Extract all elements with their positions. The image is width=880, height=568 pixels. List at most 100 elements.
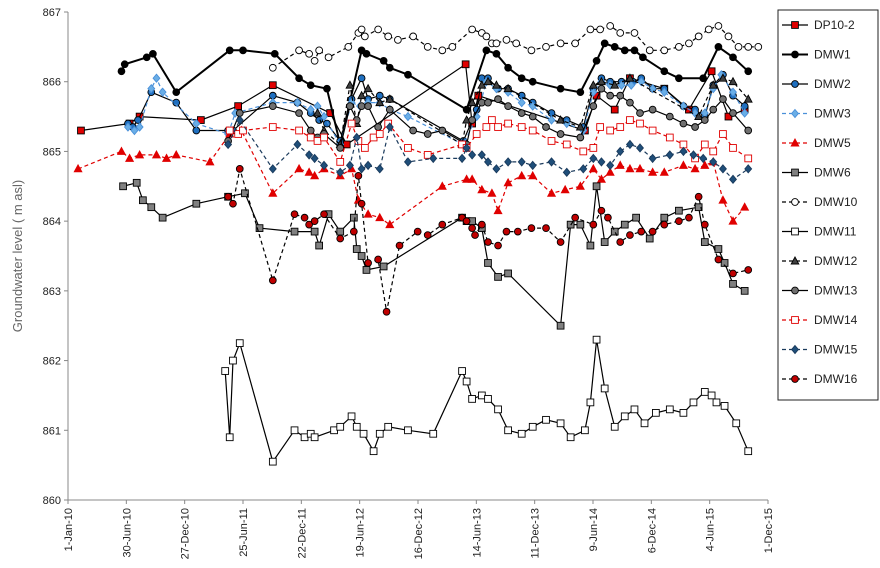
x-tick-label: 14-Jun-13 [471,508,483,558]
data-point [700,140,709,149]
data-point [690,163,700,173]
data-point [352,245,361,253]
data-point [295,74,303,83]
data-point [429,153,438,164]
data-point [488,116,496,124]
data-point [707,67,716,76]
data-point [310,56,319,65]
data-point [336,227,345,236]
data-point [502,36,511,44]
data-point [268,63,277,72]
data-point [626,231,634,239]
data-point [620,412,629,421]
data-point [352,132,361,143]
data-point [714,245,723,253]
data-point [384,32,393,41]
data-point [576,220,585,229]
data-point [597,84,606,93]
data-point [600,238,609,246]
data-point [139,196,147,205]
data-point [385,219,395,229]
data-point [205,156,215,166]
legend-item-dmw10: DMW10 [782,195,858,209]
data-point [729,87,737,97]
data-point [675,74,683,83]
data-point [589,144,598,152]
data-point [728,76,738,86]
data-point [504,269,512,278]
data-point [324,53,333,62]
data-point [306,81,315,90]
data-point [235,339,244,347]
data-point [709,157,718,167]
data-point [304,167,314,176]
x-tick-label: 25-Jun-11 [238,508,250,557]
data-point [487,188,497,197]
data-point [547,157,556,167]
data-point [744,266,753,274]
data-point [502,227,511,236]
data-point [610,80,620,89]
data-point [637,227,646,236]
data-point [566,433,575,442]
data-point [477,150,486,160]
series-dmw6 [119,178,749,330]
data-point [744,164,753,174]
data-point [295,126,303,135]
data-point [347,119,356,128]
data-point [369,447,378,456]
data-point [588,163,598,173]
data-point [528,422,537,431]
legend-item-dmw14: DMW14 [782,313,858,327]
series-dmw1 [117,39,753,149]
data-point [626,98,634,107]
data-point [484,98,492,107]
data-point [385,94,395,103]
data-point [290,426,299,435]
data-point [586,398,595,407]
data-point [685,213,693,222]
data-point [382,307,391,316]
data-point [409,126,417,135]
data-point [694,203,703,212]
data-point [491,80,501,89]
data-point [560,184,570,194]
legend-label: DMW14 [814,313,858,327]
data-point [336,144,345,152]
data-point [403,157,412,167]
data-point [728,216,738,225]
data-point [556,238,565,246]
data-point [492,164,501,174]
data-point [494,95,502,103]
data-point [589,220,598,229]
data-point [625,163,635,173]
data-point [720,402,729,410]
data-point [172,98,181,107]
data-point [630,405,639,414]
data-point [130,125,139,136]
data-point [147,203,156,212]
data-point [354,171,363,180]
data-point [528,77,537,86]
data-point [589,102,598,110]
data-point [229,199,237,208]
data-point [630,46,639,55]
data-point [528,160,537,171]
legend-item-dmw2: DMW2 [782,77,851,91]
data-point [617,80,626,90]
data-point [665,112,674,121]
data-point [310,433,319,442]
data-point [306,133,315,142]
data-point [606,22,615,30]
data-point [665,150,674,160]
data-point [363,83,373,93]
data-point [357,252,366,260]
data-point [310,170,320,180]
data-point [620,46,629,55]
data-point [142,53,151,62]
data-point [357,25,366,34]
data-point [305,150,314,160]
y-tick-label: 861 [43,425,61,437]
data-point [517,123,526,131]
data-point [556,115,566,124]
